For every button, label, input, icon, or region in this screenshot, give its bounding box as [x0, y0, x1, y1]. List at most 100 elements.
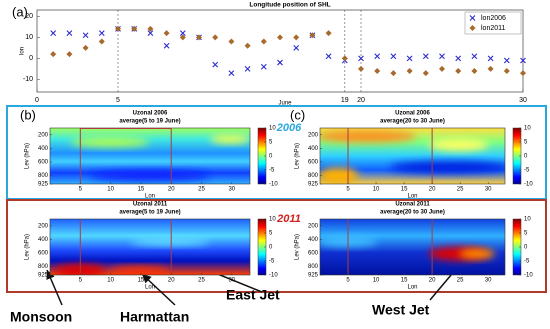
- x-tick-label: 20: [168, 278, 175, 284]
- point: [293, 44, 300, 51]
- y-tick-label: 600: [308, 160, 319, 166]
- point: [487, 65, 494, 72]
- y-axis-label: Lev (hPa): [25, 143, 31, 169]
- heatmap-field: [320, 128, 505, 184]
- colorbar-label: 0: [524, 245, 528, 251]
- annotation: East Jet: [226, 287, 280, 303]
- point: [98, 38, 105, 45]
- colorbar-label: 10: [269, 126, 276, 132]
- chart-subtitle: average(20 to 30 June): [380, 210, 445, 216]
- legend-marker: [469, 25, 476, 31]
- point: [66, 30, 73, 37]
- x-tick-label: 5: [346, 278, 350, 284]
- point: [260, 63, 267, 70]
- colorbar-label: 5: [269, 140, 273, 146]
- x-tick-label: 30: [519, 97, 527, 104]
- x-axis-label: Lon: [407, 285, 417, 291]
- point: [471, 53, 478, 60]
- field-blob: [110, 266, 170, 275]
- point: [520, 70, 526, 77]
- field-blob: [459, 248, 496, 259]
- point: [503, 57, 510, 64]
- group-label: 2011: [276, 213, 301, 225]
- field-blob: [70, 137, 150, 147]
- y-tick-label: 800: [308, 264, 319, 270]
- point: [358, 65, 364, 72]
- x-tick-label: 5: [79, 187, 83, 193]
- colorbar-label: 5: [524, 231, 528, 237]
- colorbar-label: -10: [524, 273, 533, 279]
- colorbar-label: -5: [269, 168, 275, 174]
- point: [439, 65, 445, 72]
- point: [131, 25, 138, 32]
- x-tick-label: 20: [357, 97, 365, 104]
- point: [309, 32, 316, 39]
- point: [422, 70, 429, 77]
- colorbar-label: -5: [524, 259, 530, 265]
- legend-marker: [469, 15, 476, 21]
- colorbar-label: -10: [269, 273, 278, 279]
- field-blob: [210, 135, 250, 144]
- colorbar-label: 0: [269, 245, 273, 251]
- point: [212, 34, 219, 41]
- colorbar-label: 0: [524, 154, 528, 160]
- y-tick-label: 200: [308, 223, 319, 229]
- point: [179, 30, 186, 37]
- annotation: Monsoon: [10, 309, 72, 325]
- x-tick-label: 25: [198, 278, 205, 284]
- point: [115, 25, 121, 32]
- x-tick-label: 20: [168, 187, 175, 193]
- chart-subtitle: average(5 to 19 June): [119, 210, 180, 216]
- plot-frame: [319, 127, 506, 185]
- y-tick-label: 925: [308, 182, 319, 188]
- field-blob: [389, 161, 505, 174]
- colorbar-label: 10: [524, 126, 531, 132]
- field-base: [320, 219, 505, 275]
- x-tick-label: 30: [485, 278, 492, 284]
- colorbar-label: -10: [269, 182, 278, 188]
- x-tick-label: 15: [401, 187, 408, 193]
- y-tick-label: 800: [38, 173, 49, 179]
- x-tick-label: 30: [485, 187, 492, 193]
- point: [455, 67, 462, 74]
- chart-subtitle: average(5 to 19 June): [119, 119, 180, 125]
- point: [471, 67, 478, 74]
- x-tick-label: 15: [401, 278, 408, 284]
- y-axis-label: lon: [20, 47, 26, 55]
- point: [50, 30, 57, 37]
- x-tick-label: 25: [198, 187, 205, 193]
- x-tick-label: 5: [116, 97, 120, 104]
- point: [277, 34, 283, 41]
- point: [82, 32, 89, 39]
- y-tick-label: -10: [23, 76, 33, 83]
- point: [244, 65, 251, 72]
- colorbar-label: -10: [524, 182, 533, 188]
- point: [163, 30, 170, 37]
- legend-frame: [464, 11, 522, 35]
- arrow: [141, 273, 176, 306]
- point: [260, 38, 267, 45]
- x-axis-label: June: [278, 101, 292, 107]
- x-tick-label: 0: [35, 97, 39, 104]
- x-tick-label: 10: [373, 278, 380, 284]
- point: [196, 34, 202, 41]
- panel-label: (b): [20, 107, 36, 122]
- y-tick-label: 0: [29, 55, 33, 62]
- x-tick-label: 5: [346, 187, 350, 193]
- annotation: West Jet: [372, 302, 430, 318]
- point: [487, 55, 494, 62]
- chart-title: Uzonal 2011: [133, 202, 168, 208]
- x-tick-label: 20: [429, 278, 436, 284]
- x-tick-label: 10: [373, 187, 380, 193]
- field-blob: [320, 167, 359, 184]
- panel-label: (a): [12, 4, 28, 19]
- plot-frame: [36, 9, 524, 93]
- point: [147, 30, 154, 37]
- group-frame-2011: [6, 199, 547, 293]
- x-tick-label: 15: [138, 278, 145, 284]
- chart-title: Uzonal 2006: [133, 111, 168, 117]
- colorbar-label: 0: [269, 154, 273, 160]
- point: [212, 61, 219, 68]
- point: [50, 51, 57, 58]
